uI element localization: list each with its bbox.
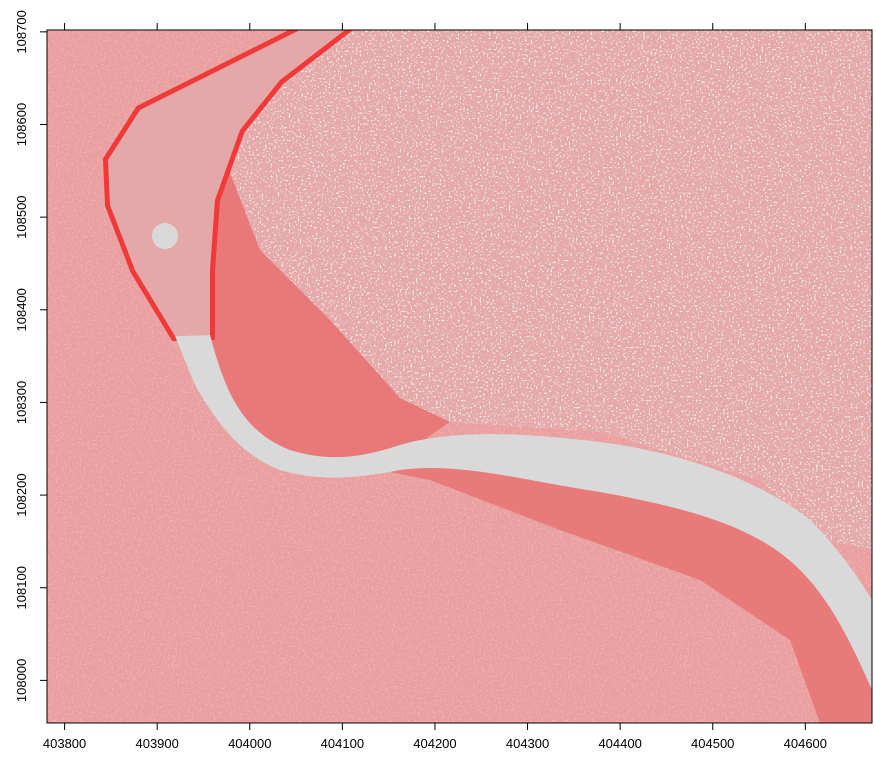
x-tick-label: 404600 [784,736,827,751]
x-tick-label: 403900 [135,736,178,751]
raster [47,30,872,723]
x-tick-label: 404300 [506,736,549,751]
x-tick-label: 404400 [598,736,641,751]
y-tick-label: 108000 [14,659,29,702]
y-tick-label: 108300 [14,381,29,424]
y-tick-label: 108700 [14,10,29,53]
y-tick-label: 108600 [14,103,29,146]
y-tick-label: 108100 [14,566,29,609]
x-tick-label: 404000 [228,736,271,751]
x-tick-label: 404100 [321,736,364,751]
x-tick-label: 404500 [691,736,734,751]
y-tick-label: 108500 [14,195,29,238]
y-tick-label: 108200 [14,473,29,516]
x-tick-label: 404200 [413,736,456,751]
y-tick-label: 108400 [14,288,29,331]
islet [152,223,178,249]
map-chart: 403800 403900 404000 404100 404200 404300 4044… [0,0,876,763]
x-tick-label: 403800 [43,736,86,751]
